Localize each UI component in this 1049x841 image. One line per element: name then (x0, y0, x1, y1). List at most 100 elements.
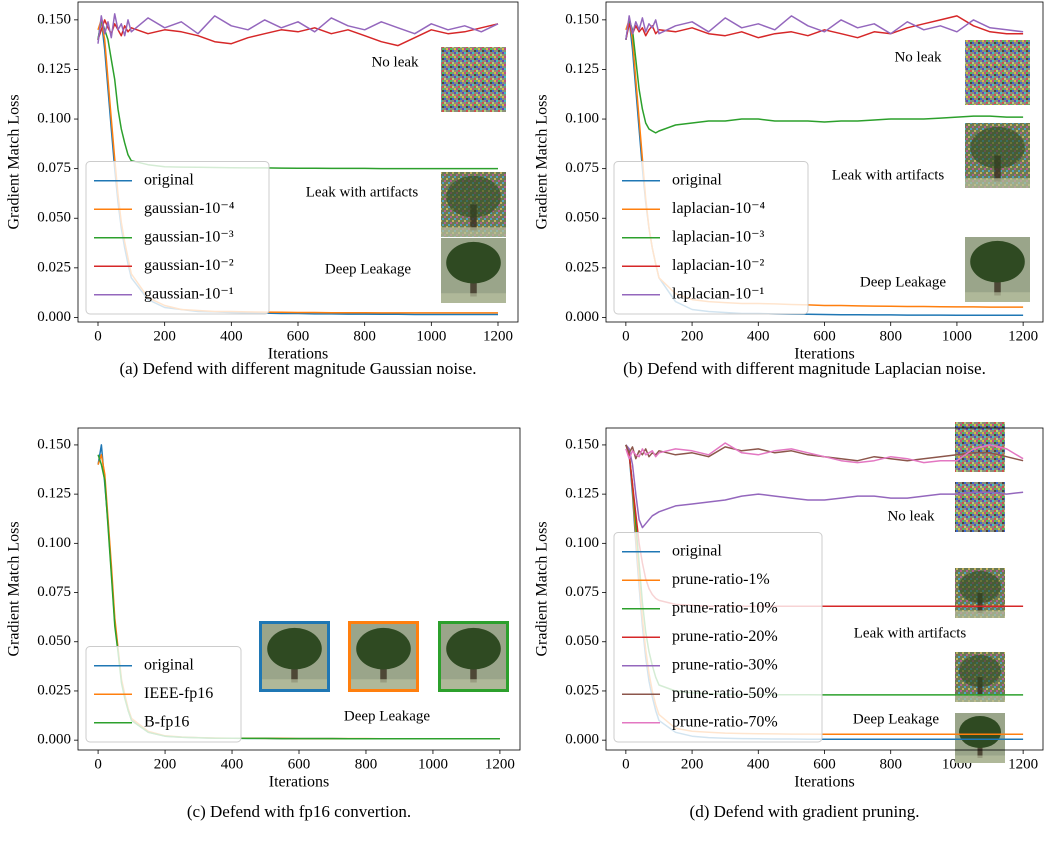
y-axis-label: Gradient Match Loss (534, 94, 551, 229)
series-line (97, 13, 499, 44)
canopy (267, 627, 322, 670)
x-tick-label: 400 (747, 328, 770, 344)
ground (955, 610, 1005, 618)
x-tick-label: 400 (221, 756, 244, 772)
y-tick-label: 0.125 (37, 61, 71, 77)
x-tick-label: 800 (355, 756, 378, 772)
series-line (625, 19, 1024, 134)
canopy (446, 627, 501, 670)
thumbnail-border (348, 621, 419, 692)
x-tick-label: 0 (94, 328, 102, 344)
series-line (625, 15, 1024, 40)
x-tick-label: 1000 (942, 328, 972, 344)
x-tick-label: 1000 (418, 756, 448, 772)
canopy (970, 240, 1025, 283)
noise-image (965, 40, 1030, 105)
annotation: Leak with artifacts (832, 167, 945, 183)
legend-label: prune-ratio-10% (672, 599, 778, 616)
noise-image (955, 482, 1005, 532)
axes-frame (77, 1, 519, 323)
annotation: Deep Leakage (860, 274, 947, 290)
noise-image (441, 47, 506, 112)
legend-label: prune-ratio-50% (672, 685, 778, 702)
y-tick-label: 0.150 (37, 11, 71, 27)
series-line (625, 444, 1024, 529)
y-tick-label: 0.075 (37, 160, 71, 176)
thumbnail (965, 123, 1030, 188)
x-tick-label: 600 (288, 756, 311, 772)
x-tick-label: 800 (353, 328, 376, 344)
thumbnail (955, 652, 1005, 702)
ground (955, 755, 1005, 763)
caption: (b) Defend with different magnitude Lapl… (623, 359, 986, 378)
y-axis-label: Gradient Match Loss (6, 521, 23, 656)
axes-frame (605, 427, 1044, 751)
canopy (356, 627, 411, 670)
canopy (959, 655, 1001, 687)
ground (441, 679, 506, 689)
x-tick-label: 800 (879, 756, 902, 772)
canopy (446, 241, 501, 284)
y-tick-label: 0.050 (37, 633, 71, 649)
y-tick-label: 0.150 (37, 436, 71, 452)
x-axis-label: Iterations (268, 346, 328, 363)
thumbnail (259, 621, 330, 692)
y-tick-label: 0.050 (37, 210, 71, 226)
annotation: Deep Leakage (325, 261, 412, 277)
y-tick-label: 0.025 (565, 682, 599, 698)
x-tick-label: 600 (287, 328, 310, 344)
x-tick-label: 0 (622, 756, 630, 772)
ground (965, 292, 1030, 302)
y-axis-label: Gradient Match Loss (534, 521, 551, 656)
y-tick-label: 0.075 (37, 584, 71, 600)
legend-label: original (672, 171, 722, 188)
legend-label: prune-ratio-20% (672, 628, 778, 645)
y-tick-label: 0.125 (565, 486, 599, 502)
legend-box (85, 161, 270, 315)
ground (955, 694, 1005, 702)
ground (965, 178, 1030, 188)
x-tick-label: 1200 (1008, 328, 1038, 344)
x-axis-label: Iterations (794, 774, 854, 791)
annotation: Deep Leakage (344, 708, 431, 724)
canopy (970, 126, 1025, 169)
y-tick-label: 0.025 (565, 259, 599, 275)
y-tick-label: 0.075 (565, 584, 599, 600)
thumbnail (438, 621, 509, 692)
ground (351, 679, 416, 689)
thumbnail (441, 238, 506, 303)
y-tick-label: 0.000 (37, 732, 71, 748)
annotation: Leak with artifacts (306, 184, 419, 200)
y-tick-label: 0.100 (565, 535, 599, 551)
series-line (625, 444, 1024, 462)
ground (441, 227, 506, 237)
thumbnail (441, 47, 506, 112)
y-tick-label: 0.025 (37, 259, 71, 275)
ground (441, 293, 506, 303)
x-tick-label: 600 (813, 328, 836, 344)
x-tick-label: 1200 (483, 328, 513, 344)
series-line (625, 442, 1024, 464)
y-tick-label: 0.000 (565, 732, 599, 748)
series-line (625, 15, 1024, 40)
trunk (994, 155, 1001, 182)
legend-label: original (144, 171, 194, 188)
series-line (97, 19, 498, 170)
y-tick-label: 0.050 (565, 633, 599, 649)
legend-label: original (144, 656, 194, 673)
x-axis-label: Iterations (794, 346, 854, 363)
legend-label: prune-ratio-30% (672, 656, 778, 673)
x-tick-label: 1200 (485, 756, 515, 772)
annotation: No leak (371, 54, 419, 70)
y-tick-label: 0.050 (565, 210, 599, 226)
axes-frame (605, 1, 1044, 323)
caption: (a) Defend with different magnitude Gaus… (119, 359, 476, 378)
legend-box (613, 161, 809, 315)
y-tick-label: 0.150 (565, 11, 599, 27)
x-tick-label: 800 (879, 328, 902, 344)
canopy (959, 571, 1001, 603)
x-axis-label: Iterations (269, 774, 329, 791)
y-tick-label: 0.100 (565, 110, 599, 126)
y-tick-label: 0.150 (565, 436, 599, 452)
